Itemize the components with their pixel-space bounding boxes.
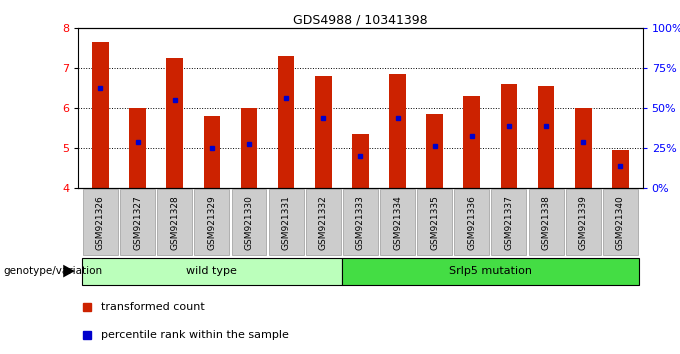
Text: GSM921340: GSM921340	[616, 195, 625, 250]
Text: GSM921329: GSM921329	[207, 195, 216, 250]
Bar	[464, 96, 480, 188]
FancyBboxPatch shape	[528, 189, 564, 255]
Text: GSM921328: GSM921328	[170, 195, 180, 250]
FancyBboxPatch shape	[269, 189, 303, 255]
Bar	[241, 108, 257, 188]
FancyBboxPatch shape	[492, 189, 526, 255]
Text: genotype/variation: genotype/variation	[3, 266, 103, 276]
Polygon shape	[63, 265, 75, 278]
Text: GDS4988 / 10341398: GDS4988 / 10341398	[293, 13, 428, 27]
Bar	[575, 108, 592, 188]
FancyBboxPatch shape	[83, 189, 118, 255]
Text: GSM921333: GSM921333	[356, 195, 365, 250]
FancyBboxPatch shape	[566, 189, 600, 255]
FancyBboxPatch shape	[82, 258, 342, 285]
Bar	[315, 76, 332, 188]
Bar	[500, 84, 517, 188]
Text: percentile rank within the sample: percentile rank within the sample	[101, 330, 288, 341]
Bar	[203, 116, 220, 188]
FancyBboxPatch shape	[342, 258, 639, 285]
Text: GSM921331: GSM921331	[282, 195, 290, 250]
Text: wild type: wild type	[186, 266, 237, 276]
FancyBboxPatch shape	[343, 189, 378, 255]
FancyBboxPatch shape	[120, 189, 155, 255]
Bar	[278, 56, 294, 188]
FancyBboxPatch shape	[603, 189, 638, 255]
Text: GSM921332: GSM921332	[319, 195, 328, 250]
Bar	[92, 42, 109, 188]
Bar	[129, 108, 146, 188]
Bar	[538, 86, 554, 188]
FancyBboxPatch shape	[418, 189, 452, 255]
FancyBboxPatch shape	[306, 189, 341, 255]
Text: GSM921334: GSM921334	[393, 195, 402, 250]
Text: GSM921330: GSM921330	[245, 195, 254, 250]
Bar	[352, 134, 369, 188]
FancyBboxPatch shape	[380, 189, 415, 255]
FancyBboxPatch shape	[157, 189, 192, 255]
Bar	[612, 150, 629, 188]
FancyBboxPatch shape	[232, 189, 267, 255]
Bar	[426, 114, 443, 188]
Text: transformed count: transformed count	[101, 302, 205, 312]
Text: GSM921335: GSM921335	[430, 195, 439, 250]
Text: GSM921338: GSM921338	[541, 195, 551, 250]
Text: Srlp5 mutation: Srlp5 mutation	[449, 266, 532, 276]
Text: GSM921339: GSM921339	[579, 195, 588, 250]
Text: GSM921337: GSM921337	[505, 195, 513, 250]
Bar	[389, 74, 406, 188]
FancyBboxPatch shape	[194, 189, 229, 255]
FancyBboxPatch shape	[454, 189, 489, 255]
Text: GSM921326: GSM921326	[96, 195, 105, 250]
Text: GSM921336: GSM921336	[467, 195, 476, 250]
Text: GSM921327: GSM921327	[133, 195, 142, 250]
Bar	[167, 58, 183, 188]
